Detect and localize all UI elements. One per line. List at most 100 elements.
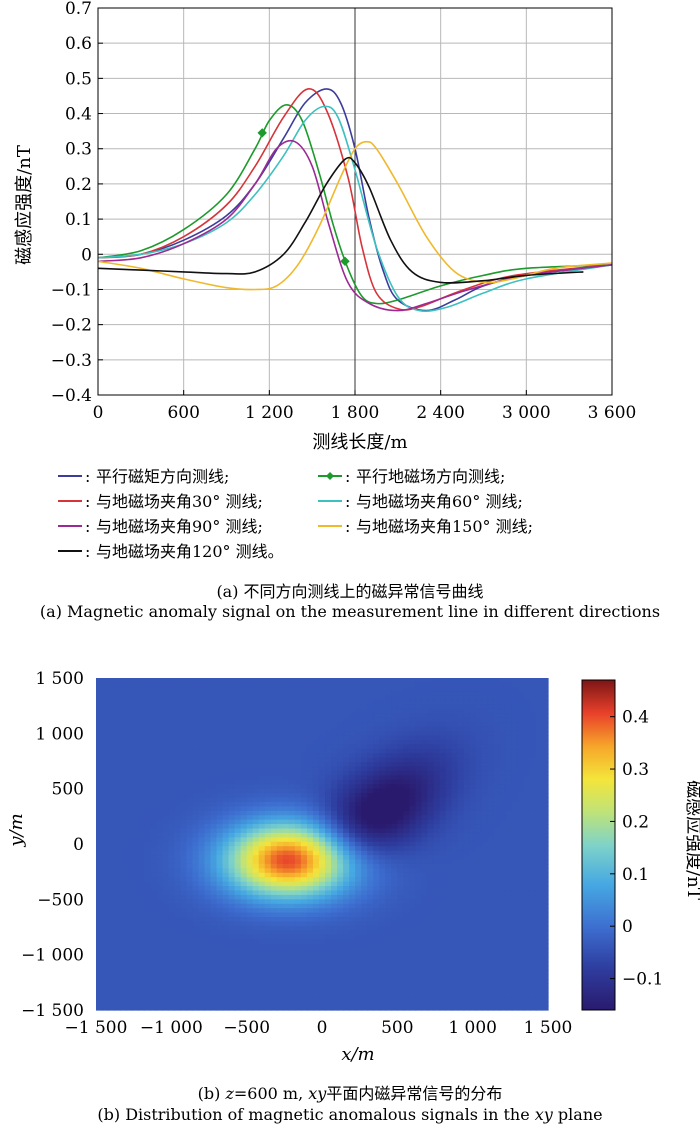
heatmap-cell	[120, 815, 127, 821]
heatmap-cell	[457, 686, 465, 692]
heatmap-cell	[246, 801, 254, 807]
heatmap-cell	[288, 934, 296, 940]
heatmap-cell	[222, 766, 230, 772]
heatmap-cell	[144, 841, 151, 847]
heatmap-cell	[258, 748, 266, 754]
heatmap-cell	[439, 832, 447, 838]
heatmap-cell	[433, 925, 441, 931]
heatmap-cell	[481, 757, 489, 763]
heatmap-cell	[138, 722, 145, 728]
heatmap-cell	[475, 970, 483, 976]
heatmap-cell	[210, 899, 218, 905]
heatmap-cell	[385, 974, 392, 980]
heatmap-cell	[373, 890, 380, 896]
heatmap-cell	[379, 868, 386, 874]
heatmap-cell	[282, 788, 290, 794]
heatmap-cell	[361, 855, 368, 861]
heatmap-cell	[246, 881, 254, 887]
heatmap-cell	[138, 757, 145, 763]
heatmap-cell	[300, 961, 308, 967]
heatmap-cell	[469, 855, 477, 861]
heatmap-cell	[276, 925, 284, 931]
heatmap-cell	[343, 722, 350, 728]
heatmap-cell	[162, 815, 169, 821]
heatmap-cell	[445, 894, 453, 900]
heatmap-cell	[282, 735, 290, 741]
heatmap-cell	[343, 917, 350, 923]
heatmap-cell	[120, 832, 127, 838]
heatmap-cell	[385, 952, 392, 958]
heatmap-cell	[174, 704, 181, 710]
heatmap-cell	[228, 753, 236, 759]
heatmap-cell	[216, 1005, 224, 1011]
heatmap-cell	[457, 819, 465, 825]
heatmap-cell	[216, 744, 224, 750]
heatmap-cell	[312, 868, 320, 874]
heatmap-cell	[276, 1001, 284, 1007]
heatmap-cell	[331, 925, 338, 931]
heatmap-cell	[156, 992, 163, 998]
heatmap-cell	[270, 987, 278, 993]
heatmap-cell	[457, 810, 465, 816]
heatmap-cell	[108, 762, 115, 768]
heatmap-cell	[222, 996, 230, 1002]
heatmap-cell	[126, 846, 133, 852]
heatmap-cell	[409, 766, 417, 772]
heatmap-cell	[373, 1001, 380, 1007]
heatmap-cell	[150, 930, 157, 936]
heatmap-cell	[126, 757, 133, 763]
heatmap-cell	[475, 956, 483, 962]
heatmap-cell	[186, 704, 194, 710]
heatmap-cell	[373, 788, 380, 794]
heatmap-cell	[355, 682, 362, 688]
heatmap-cell	[361, 886, 368, 892]
heatmap-cell	[270, 886, 278, 892]
heatmap-cell	[198, 872, 206, 878]
heatmap-cell	[270, 837, 278, 843]
heatmap-cell	[132, 917, 139, 923]
heatmap-cell	[102, 846, 109, 852]
heatmap-cell	[355, 956, 362, 962]
heatmap-cell	[138, 939, 145, 945]
heatmap-cell	[222, 762, 230, 768]
heatmap-cell	[312, 908, 320, 914]
heatmap-cell	[421, 939, 429, 945]
heatmap-cell	[403, 992, 410, 998]
heatmap-cell	[234, 815, 242, 821]
heatmap-cell	[475, 925, 483, 931]
heatmap-cell	[385, 899, 392, 905]
heatmap-cell	[156, 695, 163, 701]
heatmap-cell	[114, 704, 121, 710]
heatmap-cell	[415, 934, 423, 940]
heatmap-cell	[427, 890, 435, 896]
heatmap-cell	[102, 943, 109, 949]
heatmap-cell	[403, 757, 410, 763]
heatmap-cell	[246, 1001, 254, 1007]
heatmap-cell	[355, 890, 362, 896]
heatmap-cell	[108, 757, 115, 763]
heatmap-cell	[102, 841, 109, 847]
heatmap-cell	[108, 872, 115, 878]
heatmap-cell	[114, 965, 121, 971]
heatmap-cell	[180, 877, 187, 883]
heatmap-cell	[150, 903, 157, 909]
heatmap-cell	[457, 956, 465, 962]
heatmap-cell	[132, 770, 139, 776]
heatmap-cell	[318, 934, 326, 940]
heatmap-cell	[108, 744, 115, 750]
heatmap-cell	[240, 824, 248, 830]
heatmap-cell	[457, 739, 465, 745]
heatmap-cell	[228, 678, 236, 684]
heatmap-cell	[331, 881, 338, 887]
heatmap-cell	[312, 806, 320, 812]
heatmap-cell	[457, 695, 465, 701]
heatmap-cell	[391, 797, 398, 803]
heatmap-cell	[433, 886, 441, 892]
heatmap-cell	[409, 797, 417, 803]
heatmap-cell	[204, 779, 212, 785]
heatmap-cell	[126, 921, 133, 927]
heatmap-cell	[102, 868, 109, 874]
heatmap-cell	[96, 717, 103, 723]
heatmap-cell	[331, 992, 338, 998]
heatmap-cell	[487, 695, 495, 701]
